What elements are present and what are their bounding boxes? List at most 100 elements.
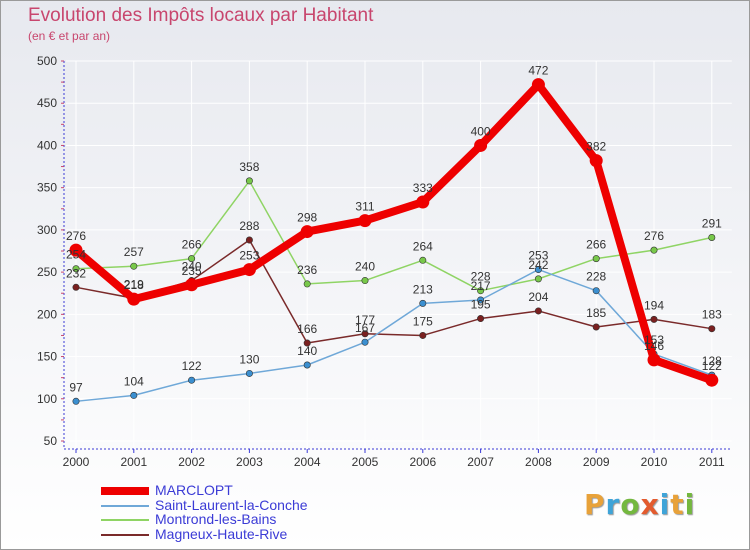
data-label: 104 [124, 374, 144, 388]
data-point [72, 397, 80, 405]
data-label: 298 [297, 211, 317, 225]
data-label: 140 [297, 344, 317, 358]
data-label: 288 [239, 219, 259, 233]
data-point [303, 361, 311, 369]
data-point [130, 391, 138, 399]
data-label: 219 [124, 277, 144, 291]
data-point [242, 263, 256, 277]
data-label: 236 [297, 263, 317, 277]
data-label: 400 [471, 124, 491, 138]
x-tick-label: 2005 [352, 455, 379, 469]
x-tick-label: 2000 [63, 455, 90, 469]
data-label: 194 [644, 298, 664, 312]
data-point [477, 296, 485, 304]
data-point [245, 236, 253, 244]
data-label: 253 [528, 249, 548, 263]
data-point [130, 262, 138, 270]
data-point [589, 154, 603, 168]
data-point [303, 280, 311, 288]
x-tick-label: 2007 [467, 455, 494, 469]
data-label: 291 [702, 216, 722, 230]
x-tick-label: 2006 [409, 455, 436, 469]
data-point [592, 323, 600, 331]
data-label: 358 [239, 160, 259, 174]
data-label: 276 [644, 229, 664, 243]
data-label: 257 [124, 245, 144, 259]
data-label: 382 [586, 140, 606, 154]
x-tick-label: 2009 [583, 455, 610, 469]
data-label: 472 [528, 64, 548, 78]
data-point [531, 78, 545, 92]
data-label: 146 [644, 339, 664, 353]
series-line-montrond-les-bains [75, 180, 713, 292]
proxiti-logo: Proxiti [584, 488, 695, 521]
data-point [358, 214, 372, 228]
y-tick-label: 500 [37, 54, 57, 68]
data-label: 266 [586, 238, 606, 252]
data-point [188, 255, 196, 263]
y-tick-label: 450 [37, 96, 57, 110]
logo-letter: P [584, 488, 606, 521]
data-label: 217 [471, 279, 491, 293]
logo-letter: o [620, 488, 641, 521]
data-label: 266 [182, 238, 202, 252]
y-tick-label: 250 [37, 265, 57, 279]
legend-swatch [101, 504, 149, 507]
y-tick-label: 50 [44, 434, 58, 448]
data-point [303, 339, 311, 347]
data-point [474, 138, 488, 152]
data-label: 228 [586, 270, 606, 284]
x-tick-label: 2002 [178, 455, 205, 469]
data-label: 122 [182, 359, 202, 373]
data-point [416, 195, 430, 209]
data-point [185, 278, 199, 292]
data-label: 128 [702, 354, 722, 368]
data-label: 153 [644, 333, 664, 347]
legend-label: Saint-Laurent-la-Conche [155, 496, 308, 513]
data-label: 204 [528, 290, 548, 304]
x-tick-label: 2004 [294, 455, 321, 469]
logo-letter: x [640, 488, 660, 521]
data-label: 242 [528, 258, 548, 272]
data-label: 235 [182, 264, 202, 278]
data-label: 253 [239, 249, 259, 263]
x-tick-label: 2010 [641, 455, 668, 469]
data-label: 264 [413, 239, 433, 253]
data-point [650, 315, 658, 323]
data-point [361, 277, 369, 285]
data-label: 167 [355, 321, 375, 335]
data-point [708, 233, 716, 241]
x-tick-label: 2003 [236, 455, 263, 469]
data-point [245, 177, 253, 185]
data-point [477, 315, 485, 323]
data-label: 232 [66, 266, 86, 280]
data-label: 185 [586, 306, 606, 320]
legend-swatch [101, 487, 149, 496]
data-label: 311 [355, 200, 374, 214]
data-label: 166 [297, 322, 317, 336]
line-chart: 50 100 150 200 250 300 350 400 450 500 2000 2001 200… [37, 54, 732, 469]
x-tick-label: 2001 [120, 455, 147, 469]
data-point [361, 338, 369, 346]
data-point [419, 299, 427, 307]
data-label: 218 [124, 278, 144, 292]
data-label: 97 [69, 380, 83, 394]
data-label: 213 [413, 282, 433, 296]
series-line-saint-laurent-la-conche [75, 268, 713, 403]
data-label: 333 [413, 181, 433, 195]
logo-letter: r [605, 488, 621, 521]
data-label: 240 [182, 260, 202, 274]
data-point [300, 225, 314, 239]
data-point [72, 283, 80, 291]
data-point [361, 330, 369, 338]
y-tick-label: 300 [37, 223, 57, 237]
data-point [708, 325, 716, 333]
data-label: 183 [702, 308, 722, 322]
data-label: 276 [66, 229, 86, 243]
logo-letter: t [670, 488, 685, 521]
data-label: 228 [471, 270, 491, 284]
data-point [592, 255, 600, 263]
data-point [534, 266, 542, 274]
data-point [69, 243, 83, 257]
